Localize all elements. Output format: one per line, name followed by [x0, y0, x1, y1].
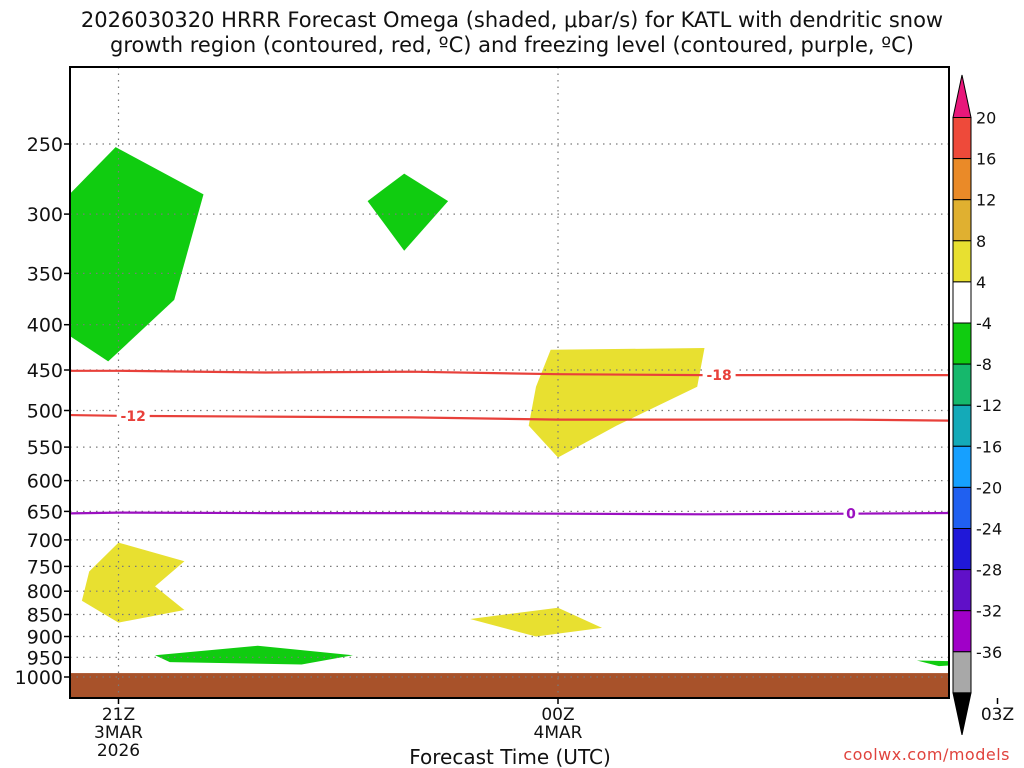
colorbar-band-7	[952, 363, 972, 406]
colorbar-band-5	[952, 281, 972, 324]
colorbar-label--28: -28	[976, 561, 1002, 580]
colorbar-band-10	[952, 486, 972, 529]
colorbar-label-12: 12	[976, 191, 996, 210]
contour-label-bg	[702, 367, 736, 384]
x-tick-date-21Z: 3MAR	[94, 723, 143, 743]
omega-region-1	[70, 147, 204, 362]
colorbar-bottom-arrow	[952, 692, 972, 736]
y-tick-label-450: 450	[27, 360, 63, 382]
y-tick-label-600: 600	[27, 471, 63, 493]
y-tick-label-400: 400	[27, 315, 63, 337]
contour-label-bg	[843, 505, 859, 522]
colorbar-label-8: 8	[976, 232, 986, 251]
colorbar-top-arrow	[952, 74, 972, 118]
x-tick-label-03Z: 03Z	[981, 705, 1014, 725]
colorbar-band-9	[952, 445, 972, 488]
colorbar-band-6	[952, 322, 972, 365]
contour-0	[70, 511, 949, 516]
y-tick-label-650: 650	[27, 501, 63, 523]
x-tick-label-00Z: 00Z	[541, 705, 574, 725]
x-tick-date-00Z: 4MAR	[534, 723, 583, 743]
y-tick-label-300: 300	[27, 204, 63, 226]
y-tick-label-850: 850	[27, 605, 63, 627]
colorbar-label-4: 4	[976, 273, 986, 292]
y-tick-label-350: 350	[27, 263, 63, 285]
colorbar-label--36: -36	[976, 643, 1002, 662]
x-axis-title: Forecast Time (UTC)	[409, 745, 611, 768]
colorbar-label--8: -8	[976, 355, 992, 374]
contour--12	[70, 413, 949, 422]
terrain-surface	[70, 673, 949, 698]
colorbar-label-16: 16	[976, 150, 996, 169]
colorbar-label--24: -24	[976, 520, 1002, 539]
colorbar-label--4: -4	[976, 314, 992, 333]
chart-title-line1: 2026030320 HRRR Forecast Omega (shaded, …	[80, 8, 944, 32]
contour-label--12: -12	[121, 409, 146, 425]
y-tick-label-900: 900	[27, 627, 63, 649]
y-tick-label-500: 500	[27, 401, 63, 423]
colorbar-label--20: -20	[976, 478, 1002, 497]
x-tick-label-21Z: 21Z	[102, 705, 135, 725]
contour-label-0: 0	[846, 507, 856, 523]
chart-title-line2: growth region (contoured, red, ºC) and f…	[110, 33, 914, 57]
x-tick-year-21Z: 2026	[97, 741, 140, 761]
colorbar-band-11	[952, 528, 972, 571]
contour-label--18: -18	[706, 368, 731, 384]
y-tick-label-750: 750	[27, 556, 63, 578]
colorbar-label--12: -12	[976, 396, 1002, 415]
omega-region-3	[155, 645, 353, 665]
colorbar-label--16: -16	[976, 437, 1002, 456]
y-tick-label-550: 550	[27, 437, 63, 459]
colorbar-band-8	[952, 404, 972, 447]
colorbar-band-14	[952, 651, 972, 694]
y-tick-label-1000: 1000	[15, 667, 63, 689]
plot-frame	[69, 66, 950, 699]
watermark: coolwx.com/models	[843, 745, 1010, 764]
colorbar-band-2	[952, 158, 972, 201]
colorbar-label-20: 20	[976, 109, 996, 128]
colorbar-label--32: -32	[976, 602, 1002, 621]
colorbar-band-12	[952, 569, 972, 612]
omega-region-5	[528, 348, 705, 458]
omega-region-2	[367, 173, 449, 251]
omega-region-4	[916, 660, 949, 667]
y-tick-label-800: 800	[27, 581, 63, 603]
omega-region-6	[81, 542, 185, 623]
y-tick-label-250: 250	[27, 134, 63, 156]
contour--18	[70, 369, 949, 377]
y-tick-label-700: 700	[27, 530, 63, 552]
colorbar-band-13	[952, 610, 972, 653]
colorbar-band-3	[952, 199, 972, 242]
omega-region-7	[470, 607, 602, 637]
y-tick-label-950: 950	[27, 647, 63, 669]
colorbar-band-4	[952, 240, 972, 283]
colorbar-band-1	[952, 117, 972, 160]
contour-label-bg	[116, 407, 150, 424]
